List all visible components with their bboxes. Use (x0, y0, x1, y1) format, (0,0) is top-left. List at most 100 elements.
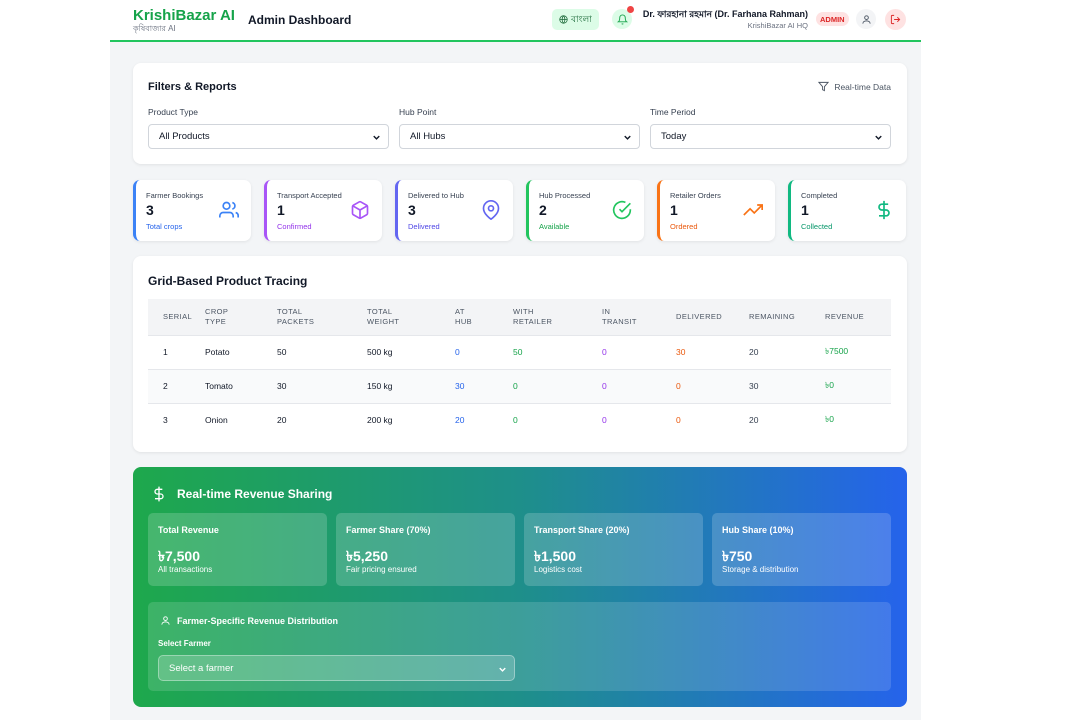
revenue-title: Real-time Revenue Sharing (177, 487, 333, 501)
header-line: DELIVERED (676, 311, 723, 321)
hub-point-select[interactable]: All Hubs (399, 124, 640, 149)
cell-total-packets: 50 (277, 334, 367, 369)
stat-value: 1 (277, 202, 285, 218)
stat-label: Farmer Bookings (146, 191, 204, 200)
stat-card-transport-accepted[interactable]: Transport Accepted 1 Confirmed (264, 180, 382, 241)
stat-card-hub-processed[interactable]: Hub Processed 2 Available (526, 180, 644, 241)
cell-total-packets: 30 (277, 368, 367, 403)
cell-total-packets: 20 (277, 402, 367, 437)
header-line: TYPE (205, 316, 227, 326)
cell-with-retailer: 0 (513, 368, 602, 403)
stat-label: Completed (801, 191, 838, 200)
cell-in-transit: 0 (602, 334, 676, 369)
revenue-sharing-panel: Real-time Revenue Sharing Total Revenue … (133, 467, 907, 707)
header-line: CROP (205, 306, 229, 316)
revenue-card-label: Transport Share (20%) (534, 525, 630, 535)
cell-remaining: 20 (749, 334, 825, 369)
cell-revenue: ৳7500 (825, 334, 891, 369)
filters-panel: Filters & Reports Real-time Data Product… (133, 63, 907, 164)
stat-card-delivered-to-hub[interactable]: Delivered to Hub 3 Delivered (395, 180, 513, 241)
revenue-card-label: Total Revenue (158, 525, 219, 535)
notifications-button[interactable] (612, 9, 632, 29)
revenue-card-label: Farmer Share (70%) (346, 525, 431, 535)
cell-delivered: 0 (676, 402, 749, 437)
cell-in-transit: 0 (602, 402, 676, 437)
stat-card-retailer-orders[interactable]: Retailer Orders 1 Ordered (657, 180, 775, 241)
dollar-icon (154, 486, 164, 502)
user-icon (861, 14, 871, 24)
table-row[interactable]: 3 Onion 20 200 kg 20 0 0 0 20 ৳0 (148, 402, 891, 437)
map-pin-icon (482, 200, 500, 220)
chevron-down-icon (499, 667, 506, 672)
stat-sub: Total crops (146, 222, 183, 231)
stat-card-farmer-bookings[interactable]: Farmer Bookings 3 Total crops (133, 180, 251, 241)
cell-crop-type: Onion (205, 402, 277, 437)
profile-button[interactable] (856, 9, 876, 29)
stat-sub: Ordered (670, 222, 698, 231)
stat-card-completed[interactable]: Completed 1 Collected (788, 180, 906, 241)
cell-crop-type: Tomato (205, 368, 277, 403)
header-line: PACKETS (277, 316, 315, 326)
cell-with-retailer: 0 (513, 402, 602, 437)
cell-delivered: 30 (676, 334, 749, 369)
logout-button[interactable] (885, 9, 906, 30)
farmer-distribution-title: Farmer-Specific Revenue Distribution (177, 615, 339, 626)
cell-total-weight: 200 kg (367, 402, 455, 437)
revenue-card-total: Total Revenue ৳7,500 All transactions (148, 513, 327, 586)
cell-with-retailer: 50 (513, 334, 602, 369)
select-farmer-label: Select Farmer (158, 639, 211, 648)
bell-icon (616, 14, 628, 25)
cell-serial: 2 (148, 368, 205, 403)
chevron-down-icon (624, 135, 631, 140)
col-header-crop-type: CROP TYPE (205, 299, 277, 335)
cell-crop-type: Potato (205, 334, 277, 369)
chevron-down-icon (373, 135, 380, 140)
time-period-label: Time Period (650, 107, 696, 117)
hub-point-value: All Hubs (410, 131, 446, 142)
language-toggle-button[interactable]: বাংলা (552, 9, 599, 30)
logout-icon (890, 14, 901, 25)
revenue-card-value: ৳750 (722, 548, 753, 564)
dollar-icon (878, 200, 890, 220)
table-row[interactable]: 2 Tomato 30 150 kg 30 0 0 0 30 ৳0 (148, 368, 891, 403)
time-period-value: Today (661, 131, 687, 142)
col-header-serial: SERIAL (148, 299, 205, 335)
cell-revenue: ৳0 (825, 368, 891, 403)
cell-remaining: 30 (749, 368, 825, 403)
col-header-in-transit: IN TRANSIT (602, 299, 676, 335)
revenue-card-sub: Storage & distribution (722, 565, 799, 574)
realtime-label: Real-time Data (834, 81, 891, 92)
hub-point-label: Hub Point (399, 107, 437, 117)
col-header-remaining: REMAINING (749, 299, 825, 335)
col-header-delivered: DELIVERED (676, 299, 749, 335)
brand-logo[interactable]: KrishiBazar AI কৃষিবাজার AI (133, 7, 235, 34)
stat-label: Delivered to Hub (408, 191, 464, 200)
globe-icon (559, 15, 568, 24)
header-line: WITH (513, 306, 534, 316)
table-row[interactable]: 1 Potato 50 500 kg 0 50 0 30 20 ৳7500 (148, 334, 891, 369)
table-header-row: SERIAL CROP TYPE TOTAL PACKETS TOTAL WEIGHT… (148, 299, 891, 335)
time-period-select[interactable]: Today (650, 124, 891, 149)
stat-label: Hub Processed (539, 191, 591, 200)
stat-value: 3 (146, 202, 154, 218)
filter-icon (818, 81, 830, 92)
header-line: IN (602, 306, 611, 316)
brand-name: KrishiBazar AI (133, 7, 235, 24)
revenue-card-sub: All transactions (158, 565, 213, 574)
user-icon (161, 616, 170, 625)
cell-revenue: ৳0 (825, 402, 891, 437)
cell-delivered: 0 (676, 368, 749, 403)
col-header-at-hub: AT HUB (455, 299, 513, 335)
cell-serial: 1 (148, 334, 205, 369)
header-line: TOTAL (367, 306, 393, 316)
product-type-select[interactable]: All Products (148, 124, 389, 149)
select-farmer-dropdown[interactable]: Select a farmer (158, 655, 515, 681)
user-name: Dr. ফারহানা রহমান (Dr. Farhana Rahman) (642, 9, 808, 19)
select-farmer-placeholder: Select a farmer (169, 662, 234, 674)
col-header-revenue: REVENUE (825, 299, 891, 335)
header-line: REMAINING (749, 311, 796, 321)
cell-serial: 3 (148, 402, 205, 437)
app-root: KrishiBazar AI কৃষিবাজার AI Admin Dashbo… (110, 0, 921, 720)
product-tracing-panel: Grid-Based Product Tracing SERIAL CROP TY… (133, 256, 907, 452)
stat-sub: Delivered (408, 222, 440, 231)
